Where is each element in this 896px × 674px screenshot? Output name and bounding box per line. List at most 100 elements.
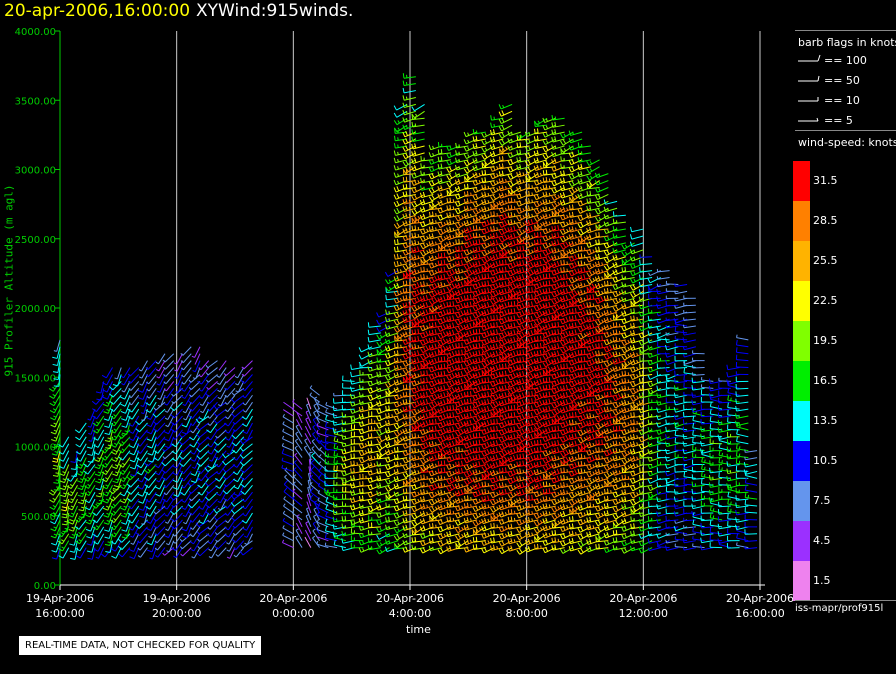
wind-barb [428,329,443,336]
barb-half-feather [281,464,284,469]
barb-feather [110,429,116,434]
barb-half-feather [388,339,391,343]
wind-barb-column [66,450,78,560]
barb-staff [139,436,148,447]
barb-half-feather [130,542,134,545]
barb-feather [413,512,418,518]
barb-feather [172,472,178,476]
barb-feather [428,278,432,284]
barb-feather [111,466,117,470]
wind-barb [127,498,140,510]
barb-staff [208,394,218,405]
wind-barb [181,374,192,385]
barb-staff [246,422,253,434]
barb-half-feather [154,547,158,551]
barb-feather [325,414,328,420]
barb-half-feather [318,461,322,465]
barb-half-feather [113,428,117,431]
wind-barb [284,474,294,486]
barb-half-feather [80,499,84,502]
barb-half-feather [97,457,101,460]
barb-staff [156,526,166,536]
barb-feather [405,360,409,366]
wind-barb [152,415,166,425]
barb-feather [196,440,201,446]
barb-staff [139,533,148,544]
barb-half-feather [165,543,170,546]
barb-feather [92,415,98,420]
barb-half-feather [171,393,174,397]
barb-staff [242,547,253,556]
wind-barb [235,381,245,393]
barb-staff [316,425,329,431]
barb-staff [325,508,338,514]
barb-staff [211,547,218,559]
barb-staff [55,436,61,449]
wind-barb [50,422,61,435]
barb-feather [75,443,81,448]
wind-barb [242,381,253,392]
barb-feather [152,517,157,522]
barb-feather [379,482,382,488]
wind-barb [128,374,140,384]
barb-feather [144,491,150,496]
barb-feather [423,370,425,376]
barb-feather [324,525,328,532]
barb-feather [405,256,409,262]
barb-half-feather [400,358,402,363]
wind-barb [437,302,452,311]
barb-feather [241,520,247,524]
barb-half-feather [415,113,418,117]
barb-feather [333,539,336,546]
barb-half-feather [309,385,313,389]
wind-barb [69,533,78,546]
barb-feather [352,504,356,510]
barb-half-feather [405,125,408,129]
wind-barb [411,282,425,290]
barb-staff [78,526,87,537]
barb-half-feather [443,236,447,240]
wind-barb [135,422,148,433]
barb-feather [101,456,106,461]
barb-half-feather [141,419,145,422]
barb-feather [69,519,75,522]
barb-staff [318,463,329,472]
barb-feather [376,327,380,332]
wind-barb [350,542,364,549]
barb-feather [419,236,424,242]
barb-half-feather [104,470,108,473]
barb-feather [145,513,151,517]
wind-barb [310,458,320,472]
wind-barb [204,477,218,487]
barb-staff [211,443,218,455]
wind-barb [368,515,381,521]
barb-staff [333,477,346,479]
barb-feather [393,313,397,319]
barb-feather [341,538,344,544]
x-tick-label-time: 12:00:00 [619,607,668,620]
barb-feather [387,427,391,433]
barb-staff [56,346,61,359]
barb-feather [420,355,424,361]
barb-feather [376,483,379,489]
barb-staff [168,540,175,553]
barb-half-feather [292,502,295,506]
barb-feather [396,364,399,370]
barb-feather [362,488,364,494]
barb-feather [118,463,124,468]
wind-barb-column [108,367,122,559]
barb-feather [440,460,443,466]
wind-barb [226,374,236,384]
barb-feather [61,506,67,509]
barb-staff [96,512,105,524]
barb-feather [422,353,427,359]
barb-staff [243,457,253,467]
barb-staff [311,455,320,465]
barb-feather [188,414,193,419]
barb-staff [202,401,210,413]
barb-staff [177,478,183,490]
barb-half-feather [87,483,91,487]
barb-feather [69,543,75,546]
barb-feather [393,194,397,200]
barb-staff [56,339,61,352]
